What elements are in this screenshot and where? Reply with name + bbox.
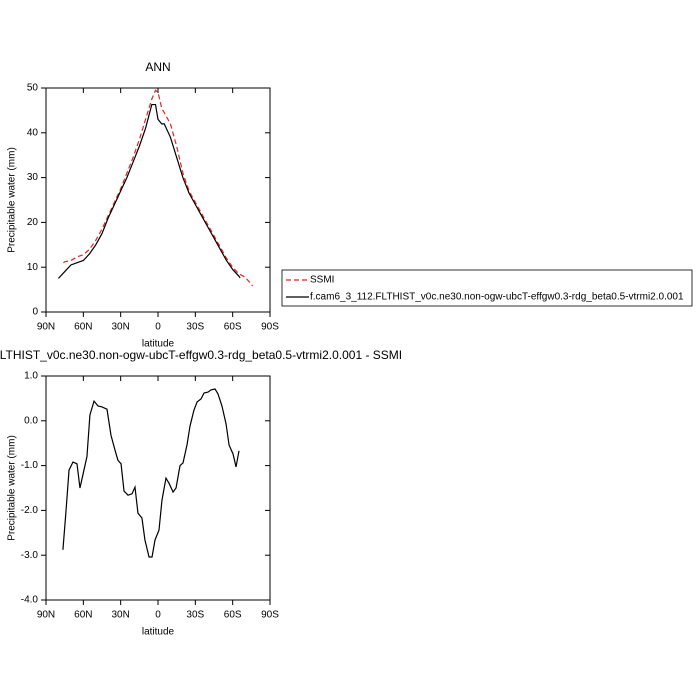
y-tick-label: -3.0 <box>21 550 39 561</box>
y-axis-label: Precipitable water (mm) <box>7 435 18 541</box>
x-axis-label: latitude <box>142 339 175 350</box>
y-tick-label: 20 <box>27 217 39 228</box>
x-tick-label: 30S <box>186 322 204 333</box>
y-tick-label: -1.0 <box>21 460 39 471</box>
x-tick-label: 30N <box>111 322 129 333</box>
x-tick-label: 90N <box>37 322 55 333</box>
legend-box <box>281 269 693 307</box>
y-tick-label: 10 <box>27 262 39 273</box>
y-axis-label: Precipitable water (mm) <box>7 147 18 253</box>
data-line <box>58 103 241 279</box>
plot-frame <box>45 87 271 313</box>
y-tick-label: 0.0 <box>24 415 38 426</box>
x-tick-label: 60S <box>224 610 242 621</box>
legend-label: f.cam6_3_112.FLTHIST_v0c.ne30.non-ogw-ub… <box>310 292 684 303</box>
x-tick-label: 60S <box>224 322 242 333</box>
y-tick-label: 0 <box>32 307 38 318</box>
x-tick-label: 60N <box>74 610 92 621</box>
chart-title: f.cam6_3_112.FLTHIST_v0c.ne30.non-ogw-ub… <box>0 348 402 362</box>
x-tick-label: 90N <box>37 610 55 621</box>
y-tick-label: 1.0 <box>24 371 38 382</box>
x-tick-label: 90S <box>261 610 279 621</box>
y-tick-label: 40 <box>27 127 39 138</box>
data-line <box>62 388 240 558</box>
y-tick-label: -4.0 <box>21 595 39 606</box>
x-tick-label: 30S <box>186 610 204 621</box>
data-line <box>63 89 254 287</box>
x-tick-label: 60N <box>74 322 92 333</box>
x-tick-label: 30N <box>111 610 129 621</box>
chart-title: ANN <box>145 60 170 74</box>
x-tick-label: 90S <box>261 322 279 333</box>
x-tick-label: 0 <box>155 322 161 333</box>
x-axis-label: latitude <box>142 627 175 638</box>
y-tick-label: 50 <box>27 83 39 94</box>
y-tick-label: 30 <box>27 172 39 183</box>
legend-label: SSMI <box>310 275 334 286</box>
x-tick-label: 0 <box>155 610 161 621</box>
y-tick-label: -2.0 <box>21 505 39 516</box>
